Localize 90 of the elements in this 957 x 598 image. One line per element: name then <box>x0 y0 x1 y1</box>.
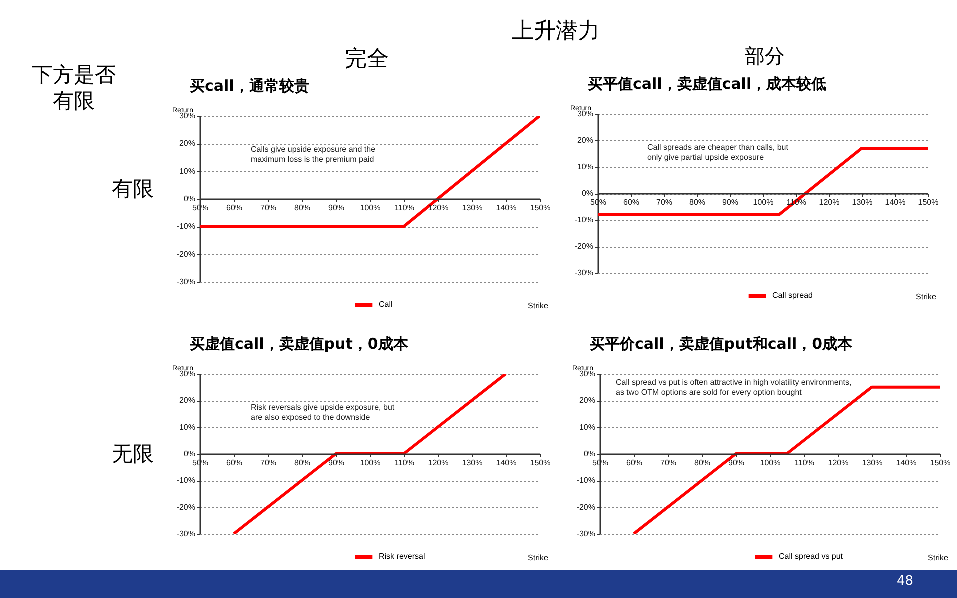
x-tick-label: 70% <box>660 458 677 468</box>
legend-label: Call <box>379 300 394 309</box>
y-tick-label: -30% <box>574 268 594 278</box>
x-tick-label: 90% <box>328 204 345 212</box>
x-axis-title: Strike <box>528 302 550 310</box>
x-tick-label: 130% <box>862 458 883 468</box>
x-tick-label: 60% <box>623 198 640 207</box>
y-tick-label: 30% <box>579 370 596 378</box>
x-tick-label: 100% <box>360 204 381 212</box>
x-tick-label: 140% <box>496 204 517 212</box>
legend-label: Risk reversal <box>379 552 426 561</box>
x-tick-label: 80% <box>294 204 311 212</box>
text: 无限 <box>112 441 154 468</box>
y-tick-label: -10% <box>576 476 596 486</box>
y-tick-label: 30% <box>179 112 196 120</box>
x-tick-label: 150% <box>918 198 939 207</box>
x-tick-label: 140% <box>885 198 906 207</box>
x-tick-label: 80% <box>689 198 706 207</box>
y-tick-label: -30% <box>176 530 196 538</box>
y-tick-label: 10% <box>579 422 596 432</box>
y-tick-label: 0% <box>582 189 594 198</box>
annotation: Call spread vs put is often attractive in high volatility environments, as two OTM options are sold for every option bought <box>616 378 852 397</box>
x-tick-label: 140% <box>896 458 917 468</box>
x-tick-label: 120% <box>428 204 449 212</box>
y-tick-label: 0% <box>584 450 596 458</box>
annotation: Risk reversals give upside exposure, but are also exposed to the downside <box>251 403 396 422</box>
y-tick-label: 20% <box>179 396 196 406</box>
x-tick-label: 130% <box>852 198 873 207</box>
x-tick-label: 130% <box>462 204 483 212</box>
x-tick-label: 140% <box>496 458 517 468</box>
y-tick-label: -10% <box>176 476 196 486</box>
text: 上升潜力 <box>512 18 600 46</box>
x-tick-label: 100% <box>360 458 381 468</box>
x-tick-label: 110% <box>394 458 414 468</box>
y-tick-label: 10% <box>577 162 594 172</box>
y-tick-label: 20% <box>579 396 596 406</box>
y-tick-label: 0% <box>184 194 196 204</box>
x-tick-label: 100% <box>753 198 774 207</box>
x-tick-label: 90% <box>328 458 345 468</box>
y-tick-label: -20% <box>574 242 594 251</box>
x-tick-label: 150% <box>930 458 951 468</box>
legend-label: Call spread vs put <box>779 552 844 561</box>
x-tick-label: 80% <box>294 458 311 468</box>
y-tick-label: 30% <box>577 110 594 118</box>
x-tick-label: 60% <box>626 458 643 468</box>
y-tick-label: -20% <box>176 502 196 512</box>
x-tick-label: 70% <box>656 198 673 207</box>
annotation: Call spreads are cheaper than calls, but only give partial upside exposure <box>648 143 790 162</box>
y-tick-label: -30% <box>176 278 196 286</box>
chart-title: 买平价call，卖虚值put和call，0成本 <box>590 335 854 353</box>
legend-label: Call spread <box>772 291 813 300</box>
x-tick-label: 80% <box>694 458 711 468</box>
x-tick-label: 100% <box>760 458 781 468</box>
y-tick-label: 20% <box>577 136 594 145</box>
x-tick-label: 60% <box>226 204 243 212</box>
chart-title: 买call，通常较贵 <box>190 77 310 95</box>
x-tick-label: 120% <box>828 458 849 468</box>
y-tick-label: -30% <box>576 530 596 538</box>
y-tick-label: -10% <box>176 222 196 232</box>
text: 下方是否有限 <box>31 62 118 114</box>
y-tick-label: -20% <box>576 502 596 512</box>
x-tick-label: 90% <box>722 198 739 207</box>
y-tick-label: -10% <box>574 216 594 224</box>
x-tick-label: 150% <box>530 204 551 212</box>
y-tick-label: 30% <box>179 370 196 378</box>
text: 48 <box>897 574 914 590</box>
chart-title: 买平值call，卖虚值call，成本较低 <box>588 75 827 93</box>
text: 有限 <box>112 176 154 202</box>
x-tick-label: 110% <box>794 458 814 468</box>
x-tick-label: 120% <box>819 198 840 207</box>
y-tick-label: 10% <box>179 422 196 432</box>
y-tick-label: 10% <box>179 166 196 176</box>
x-tick-label: 70% <box>260 458 277 468</box>
annotation: Calls give upside exposure and the maximum loss is the premium paid <box>251 145 376 164</box>
x-tick-label: 90% <box>728 458 745 468</box>
y-tick-label: -20% <box>176 250 196 259</box>
x-tick-label: 70% <box>260 204 277 212</box>
x-tick-label: 120% <box>428 458 449 468</box>
y-tick-label: 20% <box>179 139 196 148</box>
x-axis-title: Strike <box>928 554 950 562</box>
x-tick-label: 60% <box>226 458 243 468</box>
x-tick-label: 130% <box>462 458 483 468</box>
chart-title: 买虚值call，卖虚值put，0成本 <box>190 335 410 353</box>
x-tick-label: 150% <box>530 458 551 468</box>
text: 部分 <box>745 44 785 69</box>
y-tick-label: 0% <box>184 450 196 458</box>
x-tick-label: 110% <box>394 204 414 212</box>
text: 完全 <box>345 46 389 74</box>
x-axis-title: Strike <box>916 292 938 302</box>
x-axis-title: Strike <box>528 554 550 562</box>
